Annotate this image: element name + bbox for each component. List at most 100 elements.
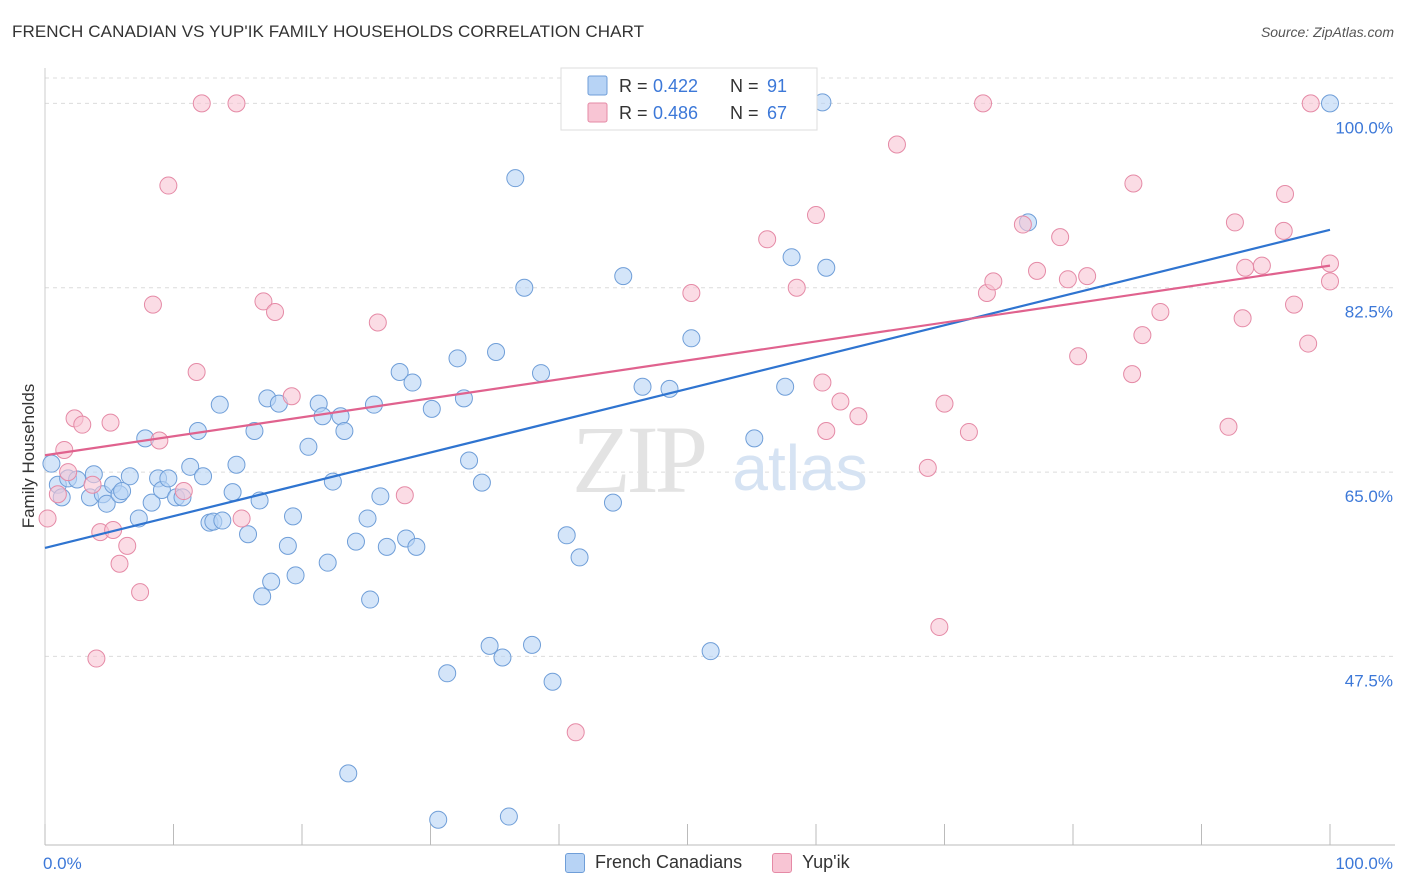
french-canadian-point (499, 807, 518, 826)
legend-item-french-canadians: French Canadians (565, 852, 742, 873)
yupik-point (38, 509, 57, 528)
gridlines (45, 77, 1395, 657)
french-canadian-point (245, 422, 264, 441)
legend-swatch-french-canadians (565, 852, 585, 873)
french-canadian-point (371, 487, 390, 506)
yupik-point (227, 94, 246, 113)
french-canadian-point (817, 258, 836, 277)
yupik-point (566, 723, 585, 742)
yupik-point (73, 415, 92, 434)
yupik-point (131, 583, 150, 602)
yupik-point (254, 292, 273, 311)
watermark-zip: ZIP (572, 406, 705, 513)
legend-swatch-blue (587, 75, 608, 96)
yupik-point (1321, 272, 1339, 291)
legend-r-label-1: R = (619, 76, 648, 96)
french-canadian-point (543, 672, 562, 691)
source-credit: Source: ZipAtlas.com (1260, 24, 1394, 40)
legend-r-value-1: 0.422 (653, 76, 698, 96)
yupik-point (83, 475, 102, 494)
trend-lines (44, 228, 1331, 550)
french-canadian-point (318, 553, 337, 572)
french-canadian-point (429, 810, 448, 829)
yupik-point (813, 373, 832, 392)
french-canadian-point (358, 509, 377, 528)
yupik-point (1013, 215, 1032, 234)
french-canadian-point (633, 377, 652, 396)
yupik-point (1078, 267, 1097, 286)
french-canadian-point (1321, 94, 1339, 113)
yupik-point (1276, 184, 1295, 203)
y-tick-label: 47.5% (1345, 671, 1393, 690)
french-canadian-point (278, 536, 297, 555)
yupik-point (1124, 174, 1143, 193)
yupik-trend-line (44, 264, 1331, 457)
yupik-point (758, 230, 777, 249)
french-canadian-point (472, 473, 491, 492)
yupik-point (150, 431, 169, 450)
french-canadian-point (97, 494, 116, 513)
french-canadian-point (194, 467, 213, 486)
yupik-point (1233, 309, 1252, 328)
french-canadian-point (227, 455, 246, 474)
yupik-point (192, 94, 211, 113)
french-canadian-point (614, 267, 633, 286)
yupik-point (918, 458, 937, 477)
french-canadian-point (361, 590, 380, 609)
yupik-point (887, 135, 906, 154)
yupik-point (1225, 213, 1244, 232)
yupik-point (849, 407, 868, 426)
y-axis-label: Family Households (19, 384, 38, 529)
french-canadian-point (460, 451, 479, 470)
french-canadian-point (776, 377, 795, 396)
legend-label-french-canadians: French Canadians (595, 852, 743, 872)
yupik-point (807, 206, 825, 225)
yupik-point (1285, 295, 1304, 314)
french-canadian-point (223, 483, 242, 502)
french-canadian-point (506, 169, 525, 188)
legend-r-value-2: 0.486 (653, 103, 698, 123)
yupik-point (974, 94, 993, 113)
legend-n-label-2: N = (730, 103, 759, 123)
french-canadian-trend-line (44, 228, 1331, 550)
french-canadian-point (286, 566, 305, 585)
yupik-point (110, 554, 129, 573)
french-canadian-point (448, 349, 467, 368)
yupik-point (59, 463, 78, 482)
french-canadian-point (284, 507, 303, 526)
x-tick-label: 100.0% (1335, 854, 1393, 873)
yupik-point (143, 295, 162, 314)
series-legend: French Canadians Yup'ik (565, 852, 880, 873)
french-canadian-point (701, 642, 720, 661)
yupik-point (118, 536, 137, 555)
yupik-point (187, 363, 206, 382)
yupik-point (787, 278, 806, 297)
yupik-point (87, 649, 106, 668)
yupik-point (266, 302, 285, 321)
yupik-point (1151, 302, 1170, 321)
yupik-point (1252, 256, 1271, 275)
yupik-point (935, 394, 954, 413)
legend-n-value-1: 91 (767, 76, 787, 96)
french-canadian-point (407, 537, 426, 556)
french-canadian-point (390, 363, 409, 382)
yupik-point (959, 423, 978, 442)
french-canadian-point (213, 511, 232, 530)
french-canadian-point (438, 664, 457, 683)
french-canadian-point (422, 399, 441, 418)
yupik-point (159, 176, 178, 195)
tick-labels: 47.5% 65.0% 82.5% 100.0% 0.0% 100.0% (43, 118, 1393, 873)
yupik-point (1321, 254, 1339, 273)
yupik-point (1051, 228, 1070, 247)
yupik-point (817, 422, 836, 441)
french-canadian-point (570, 548, 589, 567)
yupik-point (1219, 417, 1238, 436)
yupik-point (101, 413, 120, 432)
french-canadian-point (487, 342, 506, 361)
french-canadian-point (377, 537, 396, 556)
french-canadian-point (745, 429, 764, 448)
legend-swatch-yupik (772, 852, 793, 873)
french-canadian-point (493, 648, 512, 667)
y-tick-label: 82.5% (1345, 303, 1393, 322)
axes (44, 68, 1395, 846)
